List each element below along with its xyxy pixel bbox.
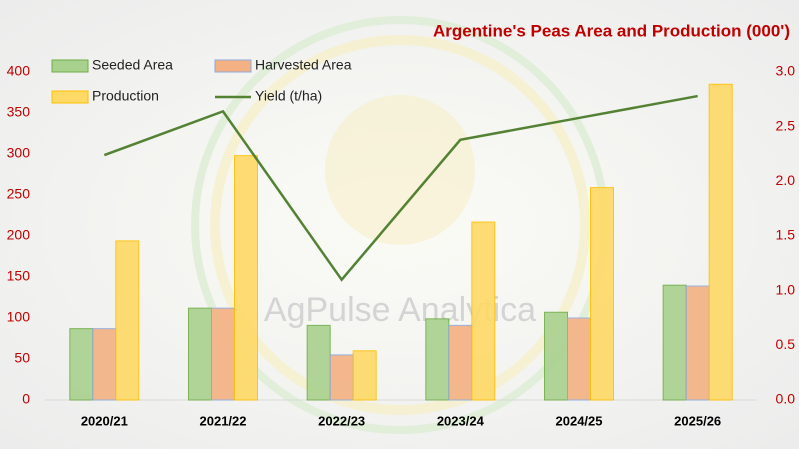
bar	[69, 328, 94, 401]
x-tick-label: 2023/24	[437, 413, 485, 428]
y-tick-label: 350	[7, 104, 31, 120]
legend-swatch	[51, 59, 89, 73]
x-tick-label: 2022/23	[318, 413, 365, 428]
y-tick-label: 50	[14, 350, 30, 366]
legend-label: Yield (t/ha)	[255, 88, 322, 104]
x-tick-label: 2021/22	[200, 413, 247, 428]
chart-title: Argentine's Peas Area and Production (00…	[433, 21, 790, 40]
bar	[234, 155, 258, 401]
watermark-logo	[325, 95, 475, 245]
bar	[211, 307, 235, 401]
y-tick-label: 200	[7, 227, 31, 243]
bar	[92, 328, 117, 401]
legend-label: Seeded Area	[92, 57, 173, 73]
bar	[329, 354, 354, 401]
y-tick-label: 400	[7, 63, 31, 79]
bar	[544, 311, 568, 401]
bar	[306, 324, 331, 401]
y2-tick-label: 2.0	[776, 172, 796, 188]
y-tick-label: 150	[7, 268, 31, 284]
y2-tick-label: 1.0	[776, 281, 796, 297]
y2-tick-label: 2.5	[776, 117, 796, 133]
y-tick-label: 250	[7, 186, 31, 202]
legend-label: Harvested Area	[255, 57, 352, 73]
y-tick-label: 100	[7, 309, 31, 325]
legend-swatch	[214, 59, 252, 73]
y-tick-label: 0	[22, 391, 30, 407]
bar	[425, 318, 450, 401]
y-tick-label: 300	[7, 145, 31, 161]
legend-swatch	[51, 90, 89, 104]
y2-tick-label: 3.0	[776, 63, 796, 79]
y2-tick-label: 1.5	[776, 227, 796, 243]
bar	[567, 317, 591, 401]
yield-line	[103, 94, 698, 282]
bar	[708, 83, 733, 401]
y2-tick-label: 0.0	[776, 391, 796, 407]
legend-label: Production	[92, 88, 159, 104]
bar	[352, 350, 377, 401]
bar	[115, 240, 140, 401]
bar	[188, 307, 212, 401]
bar	[685, 285, 710, 401]
bar	[448, 324, 473, 401]
x-tick-label: 2024/25	[556, 413, 603, 428]
y2-tick-label: 0.5	[776, 336, 796, 352]
bar	[590, 187, 614, 401]
bar	[471, 221, 496, 401]
bar	[662, 284, 687, 401]
x-tick-label: 2020/21	[81, 413, 128, 428]
watermark-ring	[210, 35, 590, 415]
x-tick-label: 2025/26	[674, 413, 721, 428]
